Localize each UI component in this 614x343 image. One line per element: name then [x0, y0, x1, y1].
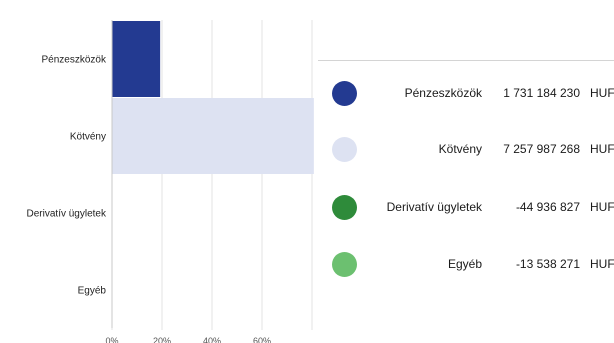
legend-item-egyeb: Egyéb -13 538 271 HUF: [318, 252, 614, 278]
category-label: Pénzeszközök: [42, 55, 107, 66]
legend-item-kotveny: Kötvény 7 257 987 268 HUF: [318, 137, 614, 163]
x-tick-label: 40%: [203, 336, 221, 343]
legend-panel: Pénzeszközök 1 731 184 230 HUF Kötvény 7…: [318, 60, 614, 311]
legend-item-name: Egyéb: [447, 257, 482, 271]
category-label: Derivatív ügyletek: [27, 209, 107, 220]
legend-item-penzeszkozok: Pénzeszközök 1 731 184 230 HUF: [318, 81, 614, 107]
legend-item-derivativ-ugyletek: Derivatív ügyletek -44 936 827 HUF: [318, 195, 614, 221]
legend-item-amount: 1 731 184 230: [503, 86, 580, 100]
legend-swatch: [332, 137, 357, 162]
legend-item-amount: -13 538 271: [515, 257, 580, 271]
legend-item-name: Pénzeszközök: [404, 86, 482, 100]
legend-item-currency: HUF: [590, 257, 614, 271]
x-tick-label: 20%: [153, 336, 171, 343]
legend-item-name: Derivatív ügyletek: [386, 200, 482, 214]
bar-chart: 0% 20% 40% 60% ... Pénzeszközök Kötvény Derivat…: [27, 20, 316, 343]
bar: [112, 21, 161, 97]
legend-item-amount: -44 936 827: [515, 200, 580, 214]
x-tick-label: 0%: [105, 336, 118, 343]
legend-item-currency: HUF: [590, 86, 614, 100]
x-tick-label: 60%: [253, 336, 271, 343]
legend-item-currency: HUF: [590, 142, 614, 156]
category-label: Kötvény: [70, 132, 106, 143]
legend-item-name: Kötvény: [438, 142, 482, 156]
legend-swatch: [332, 252, 357, 277]
legend-swatch: [332, 195, 357, 220]
legend-item-currency: HUF: [590, 200, 614, 214]
x-tick-label: ...: [308, 336, 316, 343]
bar: [112, 98, 314, 174]
category-label: Egyéb: [78, 286, 107, 297]
legend-swatch: [332, 81, 357, 106]
legend-item-amount: 7 257 987 268: [503, 142, 580, 156]
